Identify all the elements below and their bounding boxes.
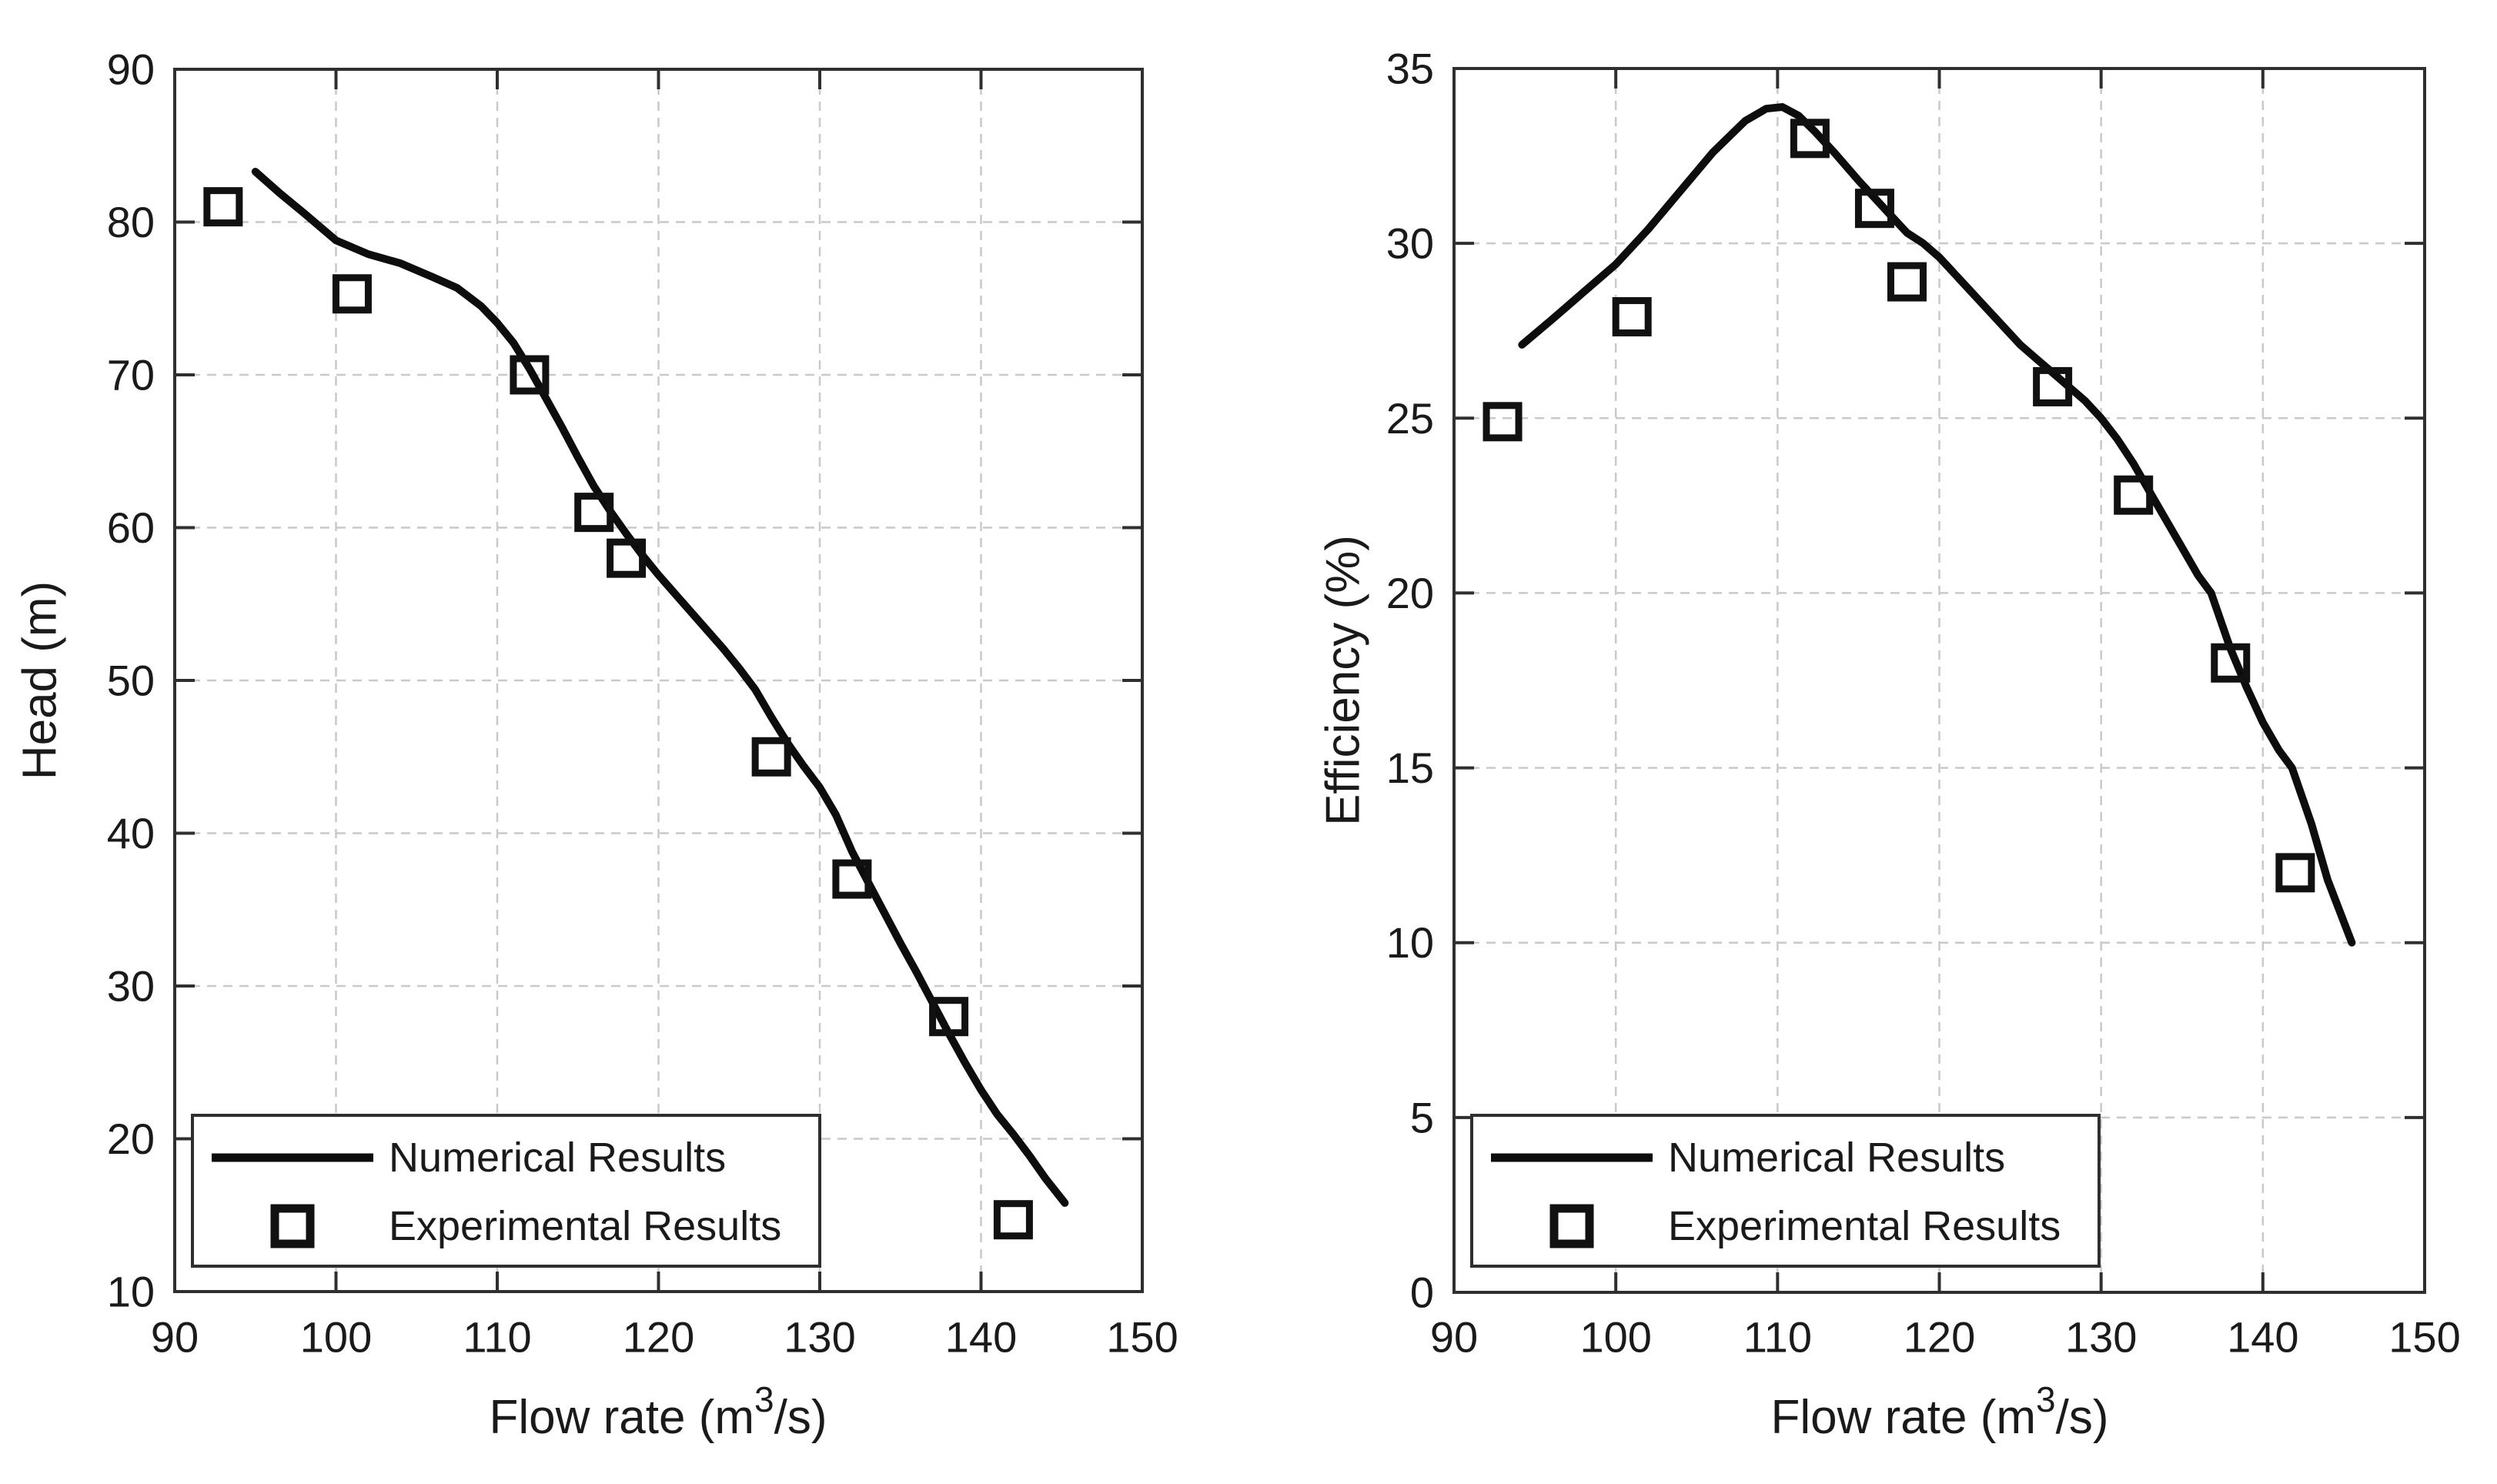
y-tick-label: 40	[107, 809, 155, 857]
x-tick-label: 150	[2388, 1313, 2460, 1362]
x-tick-label: 140	[945, 1313, 1017, 1362]
y-tick-label: 0	[1410, 1268, 1434, 1317]
experimental-marker	[1854, 189, 1894, 229]
chart-head-vs-flow: 90 100 110 120 130 140 150 10 20 30 40 50 60 70 80 90 He…	[14, 45, 1178, 1445]
experimental-points	[1482, 119, 2315, 893]
y-tick-label: 25	[1386, 394, 1434, 443]
experimental-marker	[2033, 366, 2073, 406]
legend-label: Numerical Results	[1668, 1135, 2005, 1181]
x-axis-label-sup: 3	[2036, 1379, 2056, 1419]
x-tick-label: 120	[623, 1313, 694, 1362]
x-tick-label: 90	[151, 1313, 199, 1362]
y-tick-label: 30	[1386, 219, 1434, 268]
y-tick-label: 80	[107, 198, 155, 246]
y-tick-label: 90	[107, 45, 155, 94]
legend-label: Experimental Results	[1668, 1203, 2061, 1249]
experimental-points	[203, 187, 1033, 1240]
x-axis-label-sup: 3	[754, 1379, 774, 1419]
y-tick-label: 20	[107, 1115, 155, 1163]
x-tick-label: 150	[1106, 1313, 1178, 1362]
x-tick-label: 120	[1904, 1313, 1975, 1362]
y-tick-label: 10	[1386, 918, 1434, 967]
experimental-marker	[1887, 262, 1927, 302]
x-tick-label: 110	[1743, 1313, 1812, 1362]
experimental-marker	[993, 1200, 1033, 1240]
legend-marker-sample	[1549, 1204, 1594, 1248]
x-tick-label: 100	[1579, 1313, 1651, 1362]
tick-marks	[1452, 67, 2426, 1294]
experimental-marker	[1612, 297, 1652, 337]
experimental-marker	[751, 737, 791, 777]
y-tick-label: 60	[107, 503, 155, 552]
experimental-marker	[1482, 402, 1523, 442]
numerical-curve	[251, 168, 1069, 1207]
legend-label: Numerical Results	[389, 1135, 726, 1181]
experimental-marker	[2211, 643, 2251, 683]
y-tick-label: 70	[107, 351, 155, 399]
x-tick-label: 100	[300, 1313, 372, 1362]
experimental-marker	[607, 538, 647, 578]
x-tick-label: 130	[784, 1313, 855, 1362]
legend: Numerical Results Experimental Results	[1470, 1114, 2101, 1268]
legend-marker-sample	[270, 1204, 315, 1248]
x-tick-label: 90	[1430, 1313, 1478, 1362]
x-axis-label-post: /s)	[774, 1391, 827, 1444]
x-axis-label-pre: Flow rate (m	[490, 1391, 754, 1444]
x-tick-label: 130	[2065, 1313, 2137, 1362]
y-tick-label: 5	[1410, 1093, 1434, 1141]
experimental-marker	[203, 187, 243, 227]
x-axis-label: Flow rate (m3/s)	[490, 1379, 827, 1444]
experimental-marker	[929, 997, 969, 1037]
experimental-marker	[832, 859, 872, 899]
y-tick-label: 15	[1386, 744, 1434, 792]
x-axis-label: Flow rate (m3/s)	[1771, 1379, 2109, 1444]
y-axis-label: Head (m)	[14, 581, 67, 780]
experimental-marker	[574, 493, 614, 533]
x-axis-label-pre: Flow rate (m	[1771, 1391, 2036, 1444]
y-axis-label: Efficiency (%)	[1317, 535, 1370, 826]
y-tick-label: 10	[107, 1268, 155, 1316]
experimental-marker	[2275, 853, 2315, 893]
experimental-marker	[2114, 475, 2154, 515]
legend: Numerical Results Experimental Results	[191, 1114, 821, 1268]
numerical-curve	[1518, 103, 2356, 947]
gridlines	[1454, 69, 2425, 1292]
legend-label: Experimental Results	[389, 1203, 781, 1249]
y-tick-label: 35	[1386, 45, 1434, 93]
chart-efficiency-vs-flow: 90 100 110 120 130 140 150 0 5 10 15 20 25 30 35 Effici…	[1317, 45, 2461, 1445]
y-tick-label: 50	[107, 657, 155, 705]
x-tick-label: 110	[463, 1313, 531, 1362]
y-tick-label: 30	[107, 962, 155, 1011]
tick-marks	[173, 68, 1144, 1293]
x-tick-label: 140	[2227, 1313, 2298, 1362]
experimental-marker	[332, 274, 372, 314]
experimental-marker	[1790, 119, 1830, 159]
experimental-marker	[510, 355, 550, 395]
y-tick-label: 20	[1386, 569, 1434, 617]
x-axis-label-post: /s)	[2056, 1391, 2109, 1444]
legend-box	[191, 1114, 821, 1268]
